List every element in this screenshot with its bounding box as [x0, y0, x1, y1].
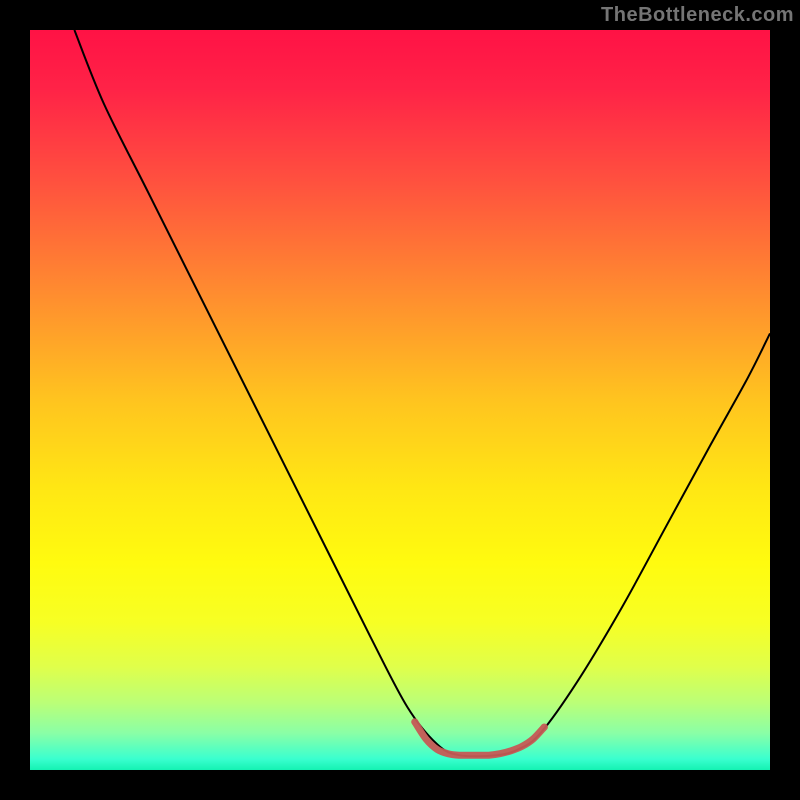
plot-area: [30, 30, 770, 770]
chart-frame: TheBottleneck.com: [0, 0, 800, 800]
gradient-background: [30, 30, 770, 770]
watermark-text: TheBottleneck.com: [601, 4, 794, 27]
chart-svg: [30, 30, 770, 770]
